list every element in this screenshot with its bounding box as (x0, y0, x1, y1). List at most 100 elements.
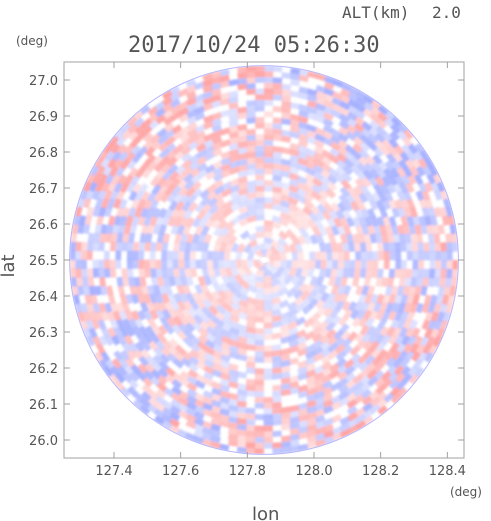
radar-cell (169, 418, 181, 428)
radar-cell (143, 139, 155, 150)
radar-cell (169, 424, 180, 434)
radar-cell (298, 103, 309, 112)
radar-cell (322, 380, 333, 390)
radar-cell (309, 234, 319, 245)
plot-area (69, 65, 459, 455)
radar-cell (167, 292, 176, 304)
radar-cell (433, 233, 441, 244)
radar-cell (351, 276, 360, 287)
radar-cell (255, 99, 265, 106)
radar-cell (387, 233, 395, 244)
radar-cell (167, 345, 179, 357)
radar-cell (388, 334, 398, 346)
radar-cell (390, 318, 400, 330)
radar-cell (113, 215, 122, 226)
radar-cell (327, 167, 339, 178)
radar-cell (230, 301, 241, 311)
radar-cell (98, 259, 105, 269)
radar-cell (394, 174, 405, 186)
radar-cell (333, 217, 343, 228)
radar-cell (173, 216, 183, 227)
radar-cell (423, 242, 430, 252)
radar-cell (281, 100, 292, 108)
radar-cell (304, 331, 315, 341)
radar-cell (71, 285, 79, 296)
radar-cell (314, 251, 322, 261)
radar-cell (70, 277, 78, 287)
radar-cell (400, 260, 407, 270)
radar-cell (347, 412, 359, 422)
radar-cell (127, 268, 134, 278)
radar-cell (341, 208, 352, 220)
radar-cell (203, 133, 215, 143)
radar-cell (390, 285, 399, 296)
radar-cell (229, 320, 240, 330)
radar-cell (198, 327, 209, 338)
radar-cell (336, 364, 348, 375)
radar-cell (194, 398, 205, 408)
radar-cell (170, 224, 179, 235)
radar-cell (152, 284, 161, 296)
radar-cell (395, 251, 402, 261)
radar-cell (272, 117, 283, 124)
radar-cell (228, 381, 239, 389)
radar-cell (280, 423, 291, 431)
radar-cell (292, 282, 302, 293)
radar-cell (210, 429, 221, 438)
radar-cell (147, 403, 158, 414)
radar-cell (100, 327, 110, 339)
radar-cell (180, 357, 192, 368)
radar-cell (323, 435, 335, 445)
radar-cell (408, 373, 420, 385)
radar-cell (297, 163, 308, 173)
radar-cell (255, 105, 265, 112)
radar-cell (131, 198, 140, 210)
radar-cell (176, 330, 188, 341)
radar-cell (330, 284, 340, 296)
radar-cell (206, 183, 217, 194)
radar-cell (322, 392, 334, 402)
radar-cell (186, 388, 198, 398)
radar-cell (246, 146, 256, 153)
radar-cell (184, 259, 191, 269)
radar-cell (396, 224, 405, 235)
y-tick-label: 26.2 (29, 362, 58, 377)
radar-cell (204, 339, 216, 350)
radar-cell (221, 316, 233, 326)
radar-cell (119, 349, 130, 361)
radar-cell (141, 168, 152, 179)
radar-cell (389, 251, 396, 261)
radar-cell (203, 365, 215, 375)
radar-cell (377, 191, 388, 203)
radar-cell (352, 143, 363, 154)
radar-cell (169, 92, 181, 102)
radar-cell (219, 80, 230, 89)
radar-cell (246, 105, 256, 113)
radar-cell (184, 179, 195, 191)
radar-cell (298, 109, 309, 118)
radar-cell (314, 402, 326, 412)
radar-cell (391, 116, 402, 127)
radar-cell (157, 367, 169, 379)
radar-cell (414, 366, 425, 378)
radar-cell (228, 137, 239, 145)
radar-cell (398, 159, 409, 171)
radar-cell (360, 128, 372, 139)
radar-cell (238, 211, 249, 221)
radar-cell (393, 365, 405, 376)
radar-cell (246, 128, 256, 136)
radar-cell (117, 334, 127, 346)
radar-cell (228, 363, 239, 372)
radar-cell (420, 285, 428, 297)
radar-cell (279, 205, 291, 215)
radar-cell (315, 426, 326, 436)
radar-cell (153, 415, 165, 426)
radar-cell (86, 172, 96, 184)
radar-cell (211, 356, 223, 366)
radar-cell (229, 184, 240, 193)
radar-cell (328, 276, 337, 287)
radar-cell (150, 268, 157, 278)
radar-cell (255, 214, 265, 221)
radar-cell (225, 281, 236, 293)
radar-cell (69, 259, 76, 269)
